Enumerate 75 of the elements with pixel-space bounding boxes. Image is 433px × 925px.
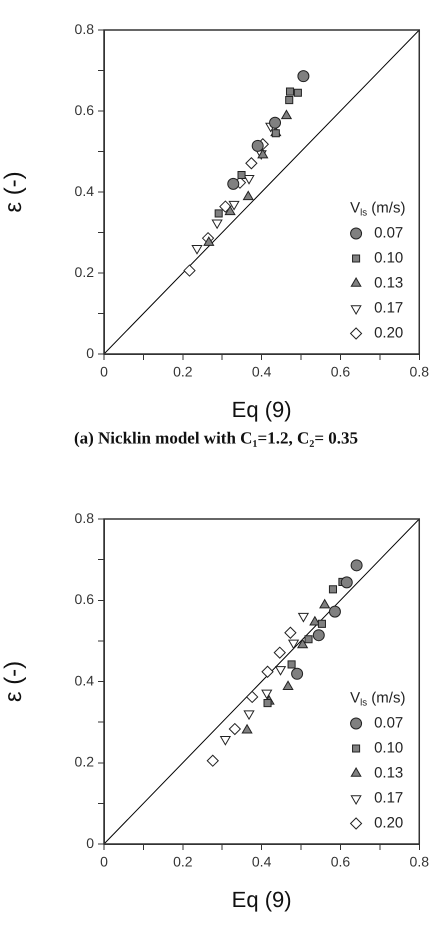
point [269,116,282,129]
point [228,200,240,210]
point [350,559,363,572]
point [264,698,272,708]
y-tick-label: 0.6 [74,102,94,118]
point [245,157,258,170]
x-axis-title: Eq (9) [232,396,292,422]
legend-label: 0.17 [374,790,404,807]
point [281,110,292,120]
y-tick-label: 0.2 [74,264,94,280]
point [298,612,309,622]
point [274,646,286,659]
x-tick-label: 0.2 [173,853,193,870]
y-tick-label: 0.4 [74,672,94,688]
point [328,606,341,618]
point [227,178,240,190]
x-tick-label: 0.2 [173,363,193,380]
legend-label: 0.17 [374,300,404,317]
point [328,585,337,594]
y-axis-title: ε (-) [0,660,28,702]
x-tick-label: 0.4 [252,853,272,870]
point [340,576,353,588]
x-tick-label: 0.6 [330,853,350,870]
point [285,96,294,104]
point [304,635,313,644]
point [206,754,219,767]
point [214,209,223,218]
point [192,245,202,254]
y-tick-label: 0.4 [74,182,94,199]
legend-label: 0.07 [374,224,404,242]
point [238,170,246,180]
point [318,620,326,628]
point [228,723,241,736]
point [252,140,264,152]
point [220,736,231,746]
legend-label: 0.13 [374,274,404,292]
point [288,660,296,668]
point [286,88,294,96]
legend-label: 0.07 [374,714,404,732]
y-tick-label: 0.6 [74,591,94,608]
legend-label: 0.20 [374,324,404,342]
point [284,626,296,639]
y-tick-label: 0.8 [74,510,94,526]
point [244,710,254,720]
point [288,640,299,649]
y-axis-title: ε (-) [0,171,28,213]
x-tick-label: 0 [100,853,108,870]
point [262,666,274,678]
legend-label: 0.13 [374,764,404,782]
point [297,70,310,82]
x-tick-label: 0.8 [410,363,430,380]
point [275,666,286,676]
legend-label: 0.10 [374,250,404,267]
point [319,599,330,608]
x-tick-label: 0.8 [410,853,430,870]
text: (a) Nicklin model with C₁=1.2, C₂= 0.35 [74,428,358,448]
point [212,220,222,229]
y-tick-label: 0.8 [74,20,94,37]
point [219,200,232,213]
x-tick-label: 0.4 [252,363,272,380]
point [246,690,258,703]
legend-label: 0.20 [374,814,404,832]
point [312,629,325,642]
point [261,690,272,699]
x-axis-title: Eq (9) [232,886,292,912]
legend-label: 0.10 [374,740,404,757]
point [294,88,302,97]
point [291,668,304,680]
y-tick-label: 0 [86,834,94,851]
y-tick-label: 0.2 [74,754,94,770]
y-tick-label: 0 [86,344,94,361]
point [184,264,196,277]
point [272,129,280,138]
x-tick-label: 0.6 [330,363,350,380]
x-tick-label: 0 [100,363,108,380]
